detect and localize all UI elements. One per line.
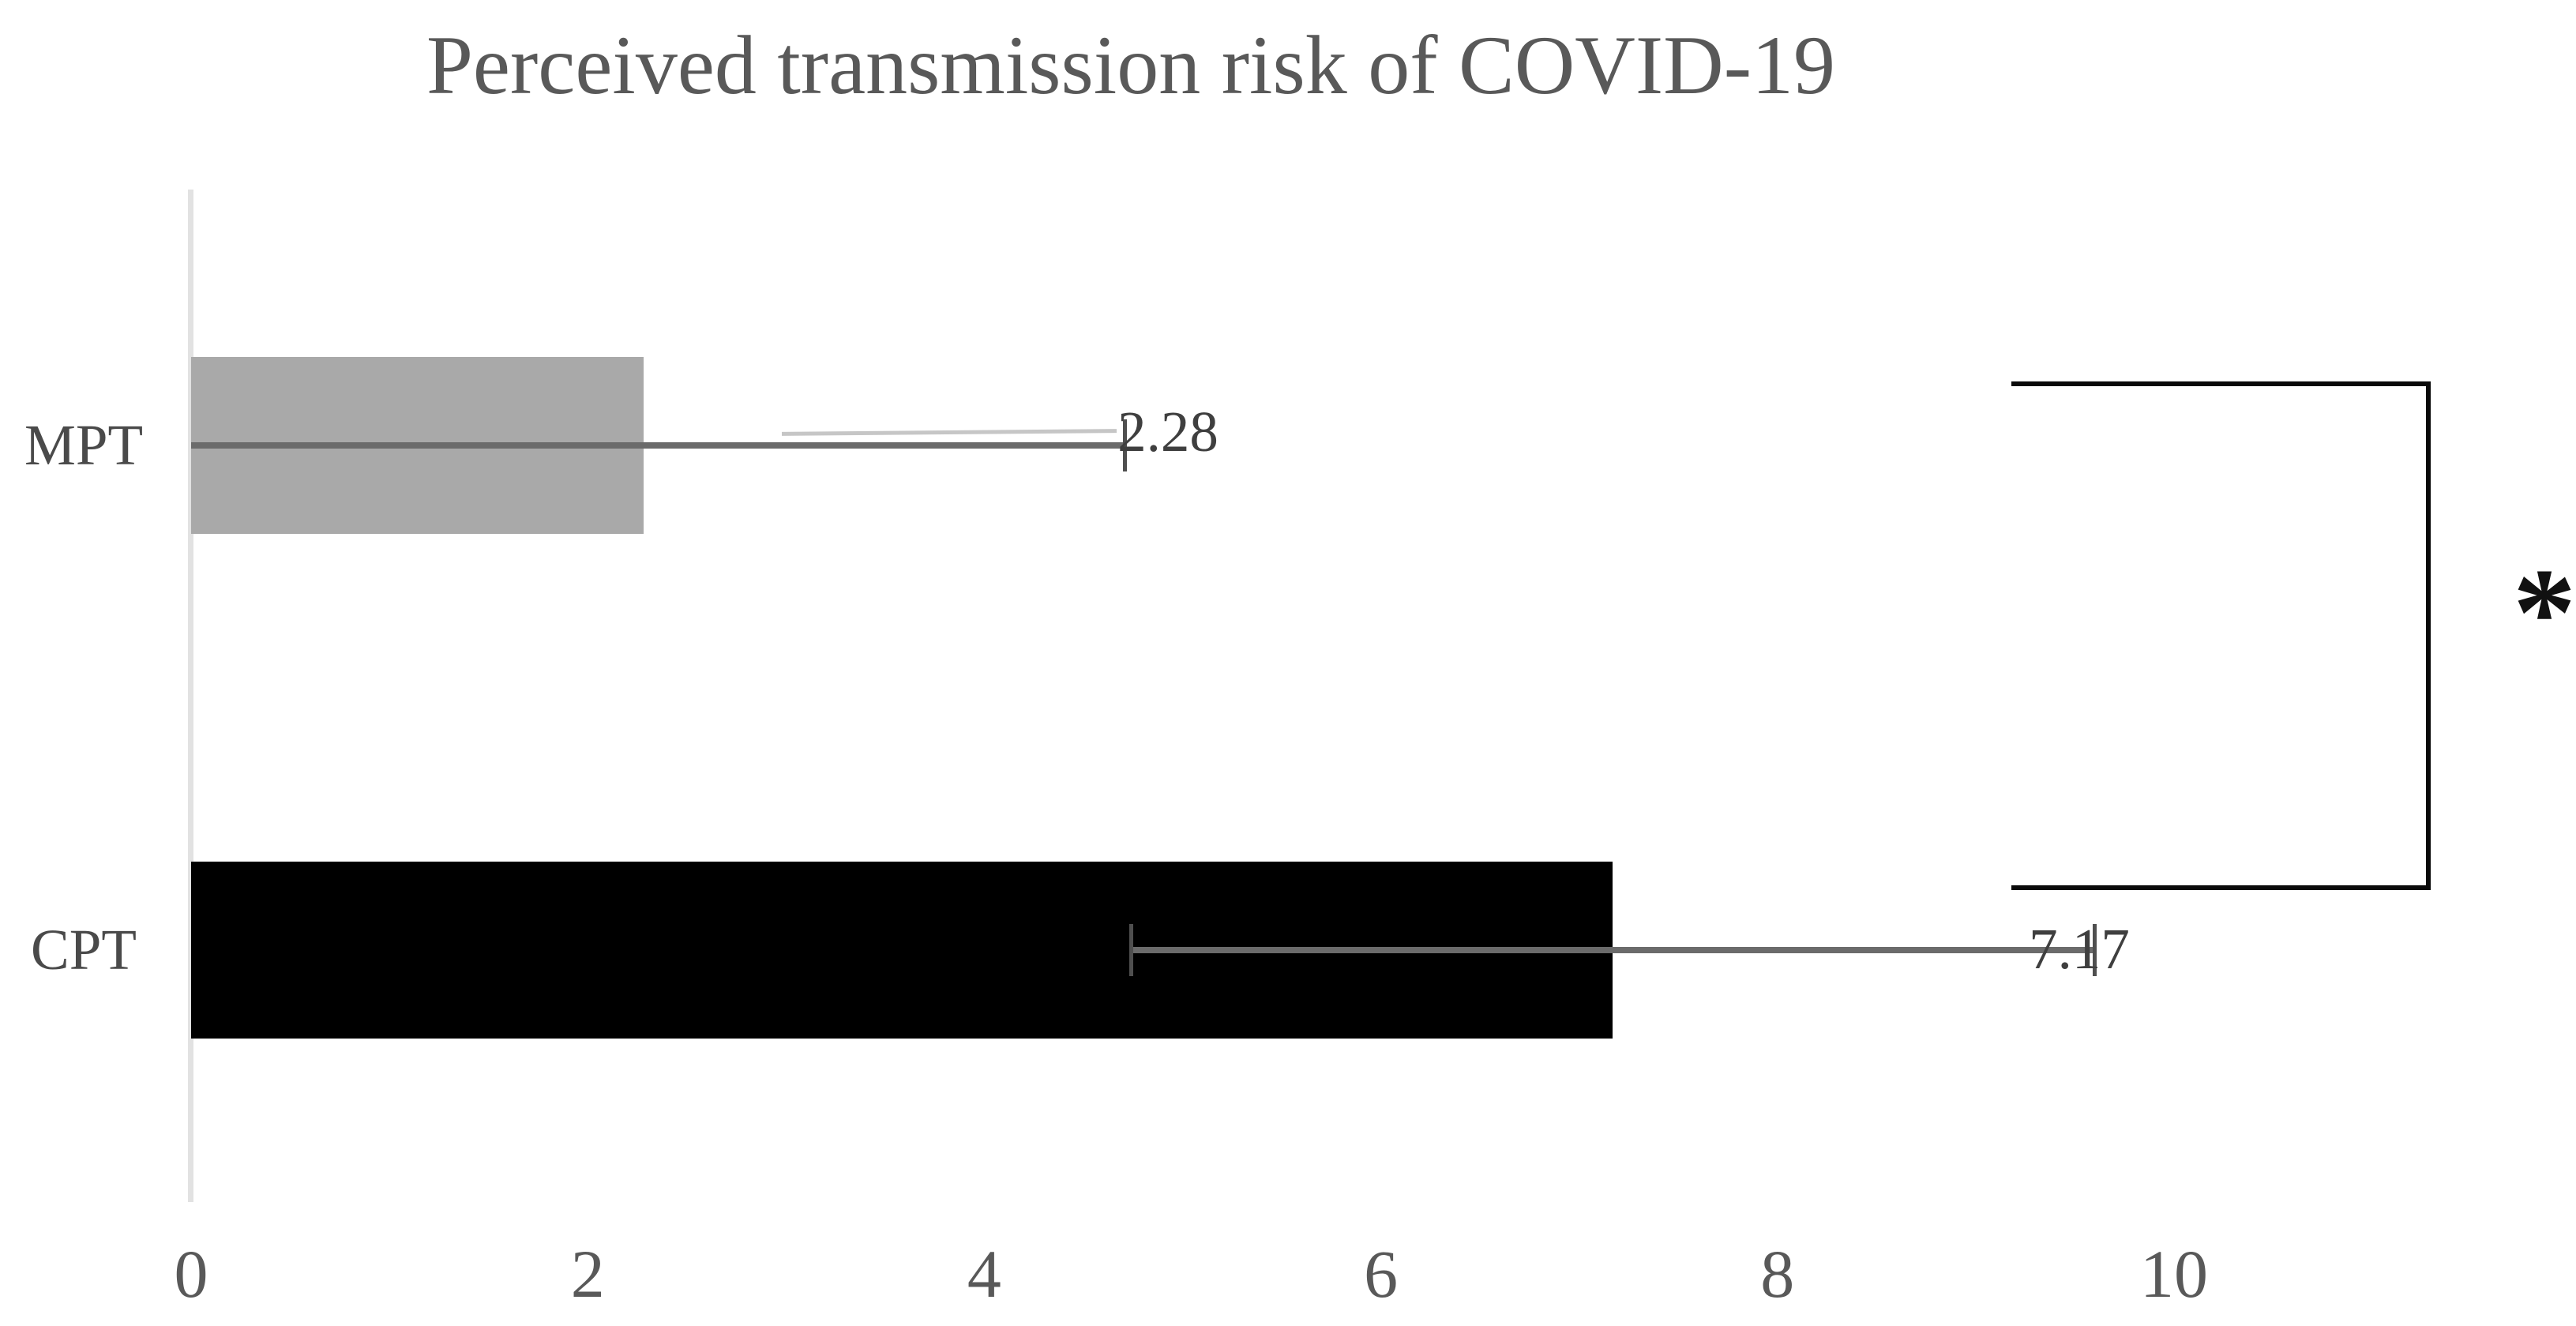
x-tick-label-4: 4: [967, 1236, 1001, 1312]
error-bar-cap-plus: [2093, 924, 2097, 976]
significance-bracket-top: [2011, 381, 2431, 386]
y-axis-line: [188, 190, 193, 1202]
category-label-cpt: CPT: [31, 918, 137, 982]
x-tick-label-10: 10: [2140, 1236, 2208, 1312]
x-tick-label-8: 8: [1760, 1236, 1795, 1312]
significance-bracket-vertical: [2426, 381, 2431, 890]
data-label-mpt: 2.28: [1117, 400, 1219, 464]
error-bar-cap-minus: [1128, 924, 1133, 976]
error-bar-cap-plus: [1123, 419, 1128, 471]
x-tick-label-0: 0: [174, 1236, 208, 1312]
x-tick-label-2: 2: [570, 1236, 605, 1312]
error-bar-mpt: [191, 442, 1125, 449]
significance-asterisk: *: [2513, 542, 2576, 682]
error-bar-cpt: [1131, 947, 2095, 953]
chart-title: Perceived transmission risk of COVID-19: [426, 19, 1836, 111]
category-label-mpt: MPT: [24, 413, 144, 477]
data-label-cpt: 7.17: [2029, 917, 2130, 981]
x-tick-label-6: 6: [1364, 1236, 1399, 1312]
significance-bracket-bottom: [2011, 885, 2431, 890]
